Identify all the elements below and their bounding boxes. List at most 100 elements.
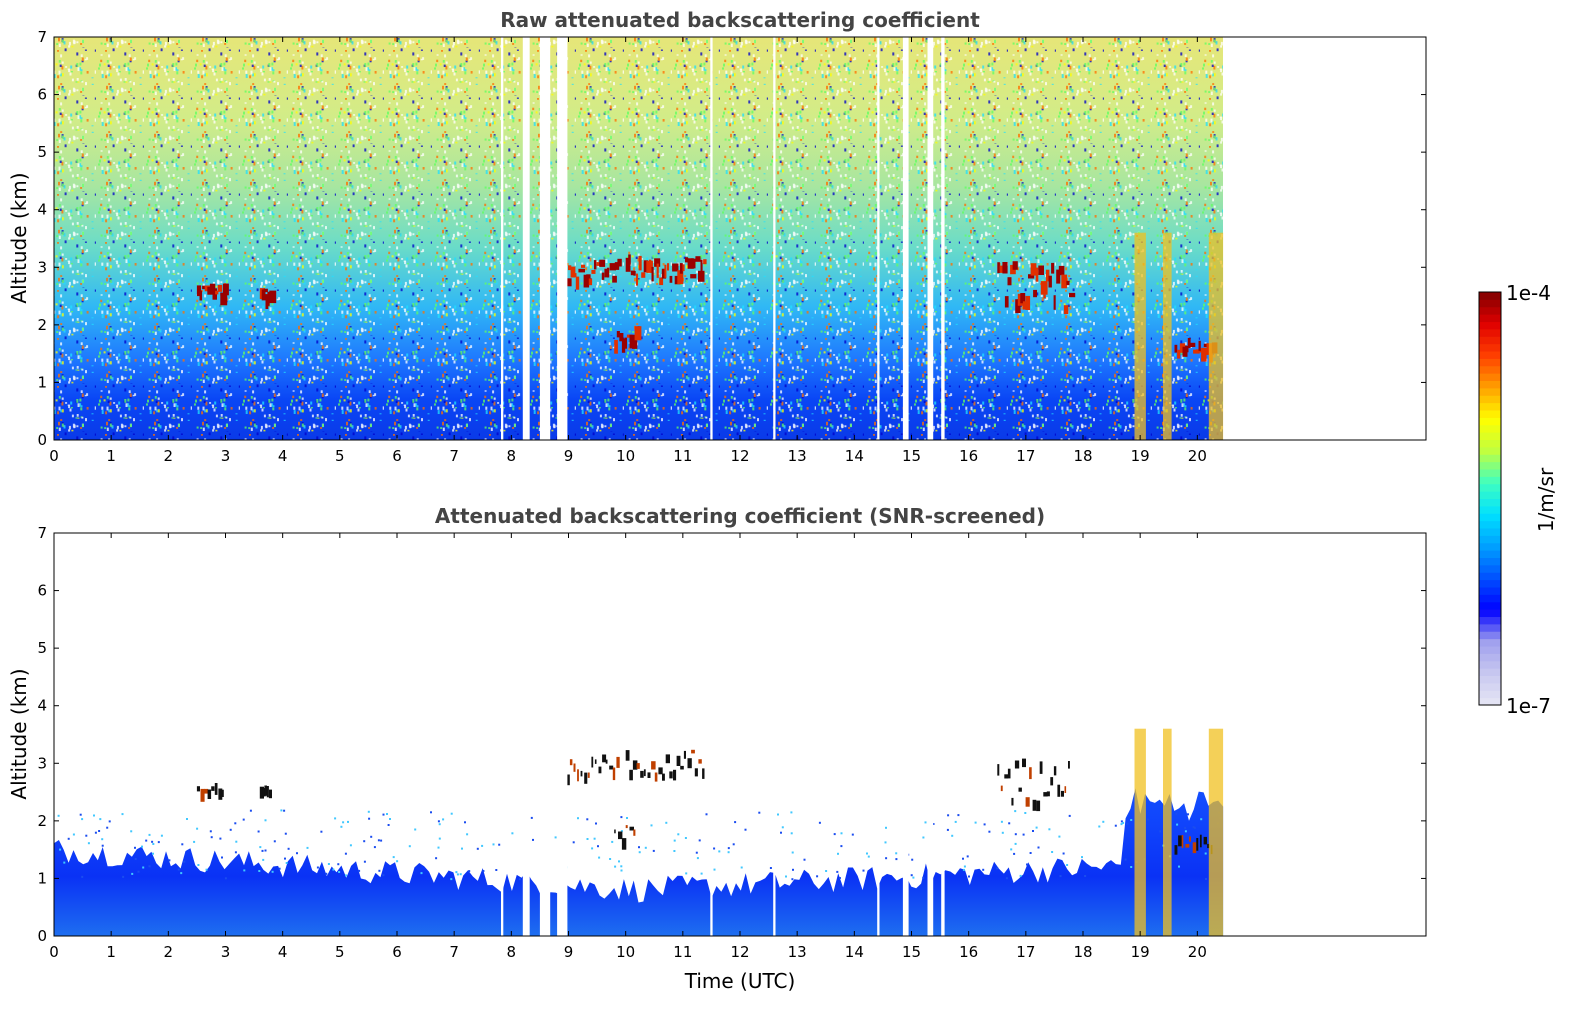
cloud-layer-mark — [261, 289, 266, 301]
screened-speckle — [833, 833, 836, 836]
screened-speckle — [698, 839, 701, 842]
screened-speckle — [785, 875, 787, 878]
screened-speckle — [122, 875, 125, 878]
colorbar-segment — [1479, 328, 1501, 337]
screened-speckle — [430, 811, 432, 814]
cloud-layer-mark — [1195, 349, 1203, 353]
screened-speckle — [962, 868, 965, 871]
screened-speckle — [342, 821, 345, 824]
cloud-layer-mark — [581, 264, 586, 268]
cloud-layer-mark — [632, 340, 638, 349]
screened-cloud-mark — [651, 761, 656, 770]
colorbar-segment — [1479, 690, 1501, 699]
cloud-layer-mark — [659, 277, 664, 286]
screened-speckle — [1000, 820, 1003, 823]
screened-speckle — [183, 860, 186, 863]
missing-data-gap — [522, 533, 530, 936]
screened-speckle — [249, 809, 252, 812]
screened-speckle — [734, 821, 737, 824]
screened-cloud-mark — [658, 767, 663, 775]
screened-speckle — [264, 819, 267, 822]
screened-speckle — [597, 845, 599, 848]
screened-speckle — [885, 826, 887, 829]
cloud-layer-mark — [1187, 338, 1191, 349]
screened-speckle — [205, 868, 208, 871]
screened-speckle — [271, 870, 274, 873]
colorbar-segment — [1479, 564, 1501, 573]
cloud-layer-mark — [568, 265, 572, 271]
screened-speckle — [586, 818, 589, 821]
raw-x-tick-label: 15 — [902, 447, 921, 465]
screened-x-tick-label: 15 — [902, 943, 921, 961]
screened-speckle — [1193, 826, 1196, 829]
screened-speckle — [498, 843, 501, 846]
missing-data-gap — [710, 37, 713, 440]
screened-speckle — [261, 849, 264, 852]
screened-speckle — [1051, 851, 1054, 853]
screened-cloud-mark — [702, 768, 705, 779]
screened-cloud-mark — [1053, 766, 1057, 776]
screened-x-tick-label: 3 — [221, 943, 231, 961]
raw-x-tick-label: 6 — [392, 447, 402, 465]
screened-speckle — [1114, 824, 1117, 827]
screened-speckle — [234, 822, 237, 825]
screened-speckle — [727, 851, 730, 854]
screened-cloud-mark — [1004, 774, 1009, 779]
screened-speckle — [106, 826, 109, 829]
missing-data-gap — [877, 37, 880, 440]
cloud-layer-mark — [215, 290, 219, 295]
cloud-layer-mark — [656, 263, 659, 278]
screened-speckle — [495, 869, 498, 871]
screened-speckle — [98, 830, 101, 832]
colorbar-segment — [1479, 380, 1501, 389]
screened-speckle — [732, 843, 735, 846]
screened-speckle — [325, 872, 328, 875]
cloud-layer-mark — [1058, 265, 1065, 276]
colorbar-max-label: 1e-4 — [1506, 281, 1551, 305]
screened-y-tick-label: 1 — [37, 869, 47, 887]
screened-speckle — [367, 810, 370, 813]
screened-speckle — [518, 878, 521, 881]
screened-speckle — [481, 844, 484, 847]
screened-speckle — [273, 840, 276, 843]
cloud-layer-mark — [196, 285, 202, 297]
screened-y-tick-label: 2 — [37, 812, 47, 830]
screened-speckle — [142, 866, 145, 869]
screened-speckle — [229, 828, 232, 831]
screened-speckle — [435, 857, 438, 860]
colorbar-segment — [1479, 387, 1501, 396]
screened-speckle — [466, 833, 469, 836]
screened-speckle — [614, 865, 617, 868]
screened-cloud-mark — [594, 759, 597, 764]
cloud-layer-mark — [594, 260, 597, 270]
missing-data-gap — [927, 37, 934, 440]
screened-speckle — [1130, 866, 1133, 868]
raw-x-tick-label: 10 — [616, 447, 635, 465]
screened-boundary-layer — [54, 788, 1224, 936]
screened-speckle — [243, 869, 246, 872]
screened-speckle — [108, 820, 111, 823]
screened-y-tick-label: 6 — [37, 582, 47, 600]
screened-speckle — [219, 837, 222, 840]
screened-speckle — [790, 811, 793, 814]
screened-speckle — [974, 821, 977, 824]
screened-speckle — [285, 862, 288, 864]
missing-data-gap — [501, 37, 504, 440]
cloud-layer-mark — [617, 258, 622, 267]
colorbar-segment — [1479, 306, 1501, 315]
screened-speckle — [572, 841, 575, 844]
screened-speckle — [996, 867, 999, 870]
screened-speckle — [777, 813, 779, 816]
screened-speckle — [922, 836, 925, 839]
screened-x-tick-label: 6 — [392, 943, 402, 961]
screened-cloud-mark — [1060, 790, 1064, 797]
screened-speckle — [792, 868, 794, 871]
screened-speckle — [626, 817, 628, 819]
cloud-layer-mark — [1033, 289, 1037, 298]
screened-speckle — [1037, 846, 1040, 849]
cloud-layer-mark — [1177, 349, 1181, 359]
cloud-layer-mark — [578, 268, 585, 273]
raw-y-tick-label: 3 — [37, 258, 47, 276]
cloud-layer-mark — [1030, 263, 1037, 276]
